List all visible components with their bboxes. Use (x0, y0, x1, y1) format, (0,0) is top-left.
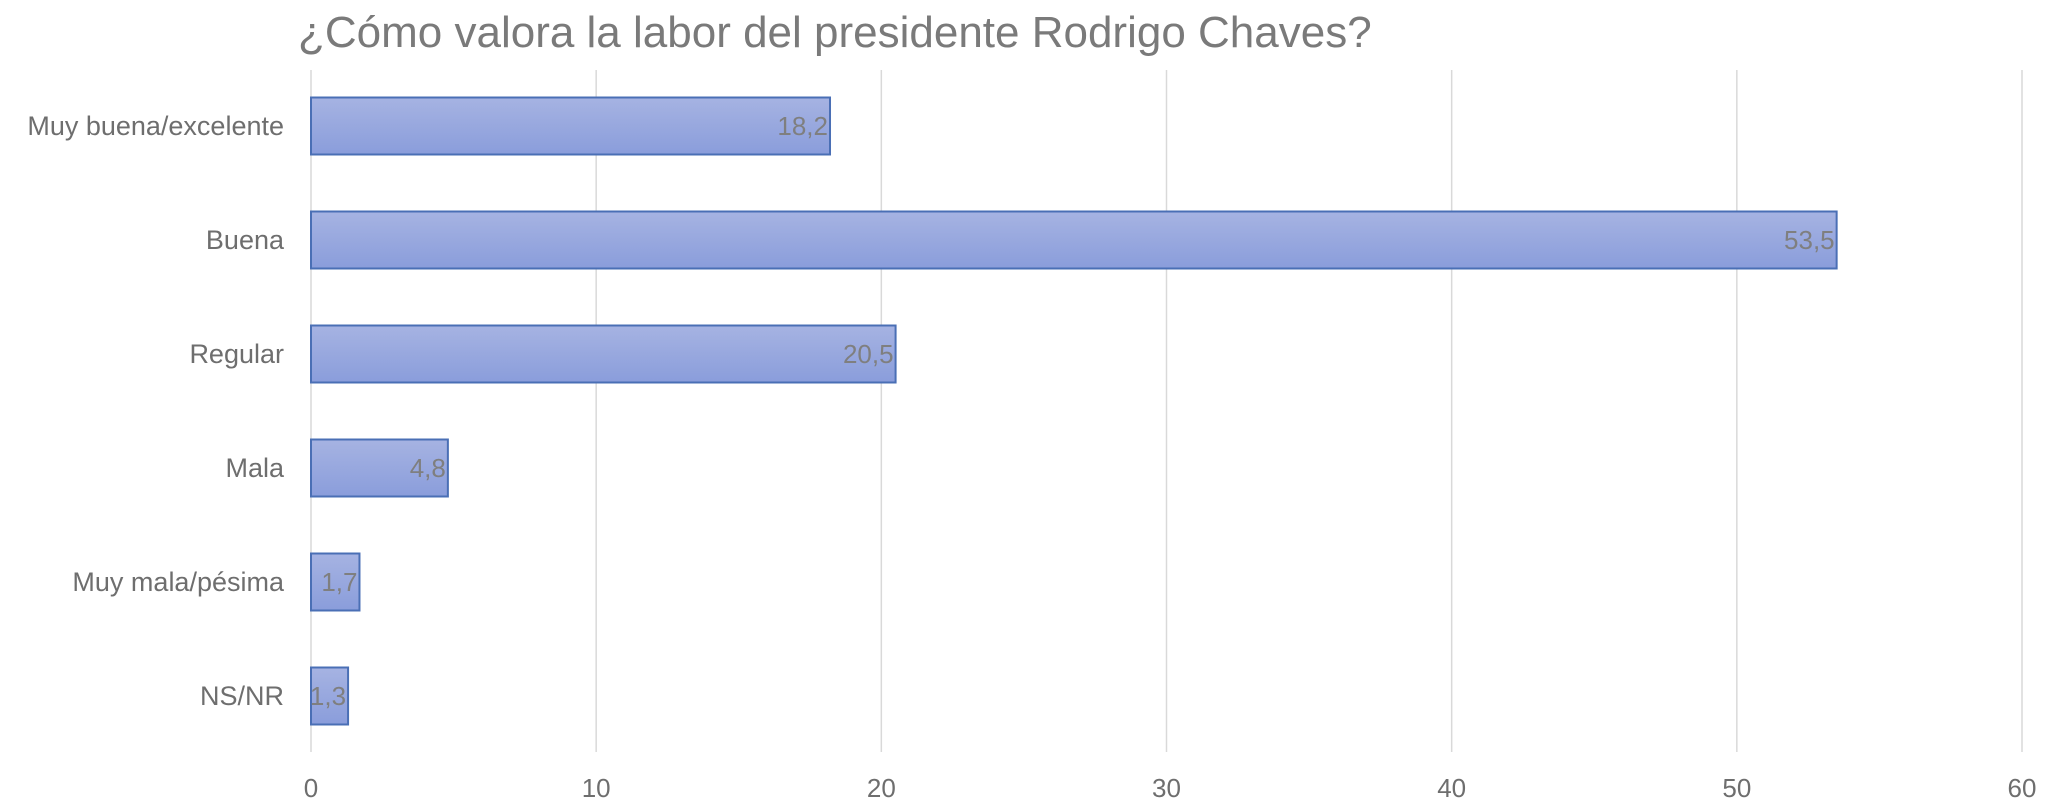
chart-title: ¿Cómo valora la labor del presidente Rod… (298, 8, 1372, 57)
category-label: Mala (225, 453, 285, 483)
category-label: Muy buena/excelente (27, 111, 284, 141)
data-labels: 18,2 53,5 20,5 4,8 1,7 1,3 (310, 111, 1835, 711)
bar (310, 96, 832, 156)
data-label: 20,5 (843, 339, 894, 369)
bar (310, 210, 1838, 270)
x-tick-label: 50 (1722, 773, 1751, 802)
x-tick-label: 40 (1437, 773, 1466, 802)
bars (310, 96, 1838, 726)
bar (310, 552, 361, 612)
x-tick-label: 30 (1152, 773, 1181, 802)
data-label: 1,3 (310, 681, 346, 711)
category-label: Buena (206, 225, 285, 255)
x-tick-label: 60 (2008, 773, 2037, 802)
x-tick-label: 10 (582, 773, 611, 802)
data-label: 53,5 (1784, 225, 1835, 255)
x-tick-label: 20 (867, 773, 896, 802)
data-label: 1,7 (321, 567, 357, 597)
bar (310, 324, 897, 384)
bar (310, 438, 449, 498)
x-tick-label: 0 (304, 773, 318, 802)
data-label: 18,2 (777, 111, 828, 141)
gridlines (310, 70, 2023, 752)
data-label: 4,8 (410, 453, 446, 483)
category-labels: Muy buena/excelente Buena Regular Mala Muy m… (27, 111, 285, 711)
category-label: NS/NR (200, 681, 284, 711)
category-label: Muy mala/pésima (72, 567, 285, 597)
category-label: Regular (189, 339, 284, 369)
bar (310, 666, 350, 726)
x-axis-tick-labels: 0 10 20 30 40 50 60 (304, 773, 2037, 802)
